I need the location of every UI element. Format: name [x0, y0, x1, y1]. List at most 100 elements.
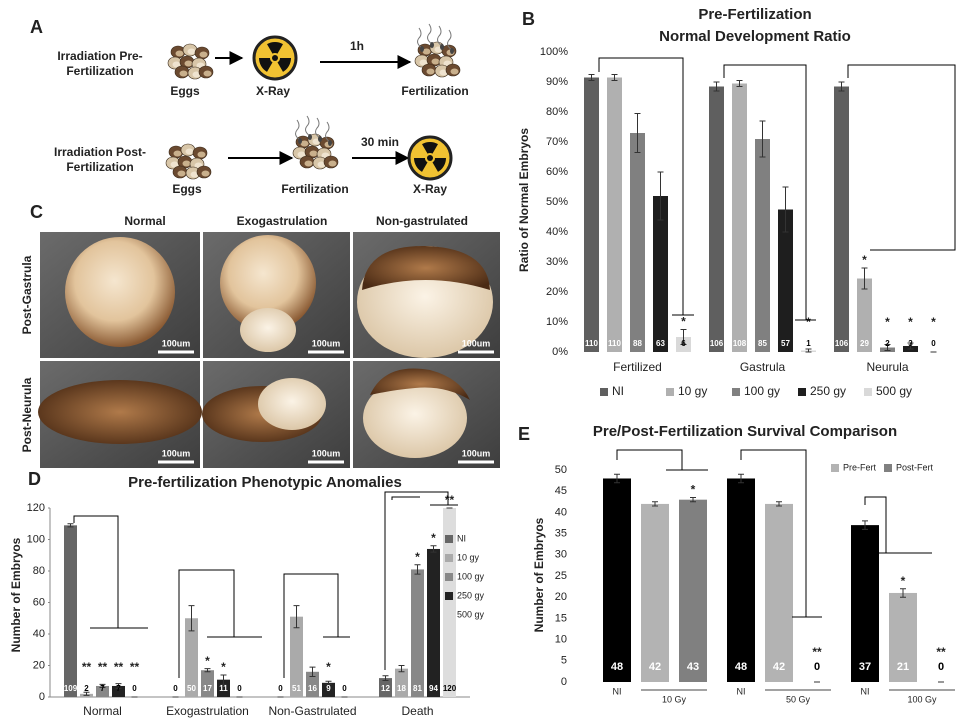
significance: * — [901, 574, 906, 588]
scale-bar-label: 100um — [462, 448, 491, 458]
x-tick-label: Normal — [83, 704, 122, 718]
bar — [64, 525, 77, 697]
bar-label: 0 — [342, 684, 347, 693]
significance: * — [862, 253, 867, 267]
egg-highlight — [197, 151, 206, 158]
bar-label: 51 — [292, 684, 301, 693]
sperm-head — [308, 134, 312, 140]
step-label: Fertilization — [281, 182, 348, 196]
xray-blade — [414, 158, 428, 172]
egg-highlight — [300, 140, 309, 147]
embryo — [38, 380, 202, 444]
bar-label: 42 — [649, 661, 661, 673]
legend-swatch — [445, 573, 453, 581]
bar-label: 110 — [608, 339, 621, 348]
egg-highlight — [419, 59, 428, 66]
scale-bar-label: 100um — [162, 448, 191, 458]
legend-label: 500 gy — [876, 384, 912, 398]
step-label: X-Ray — [413, 182, 447, 196]
significance: ** — [98, 660, 108, 674]
x-tick-label: Gastrula — [740, 360, 786, 374]
significance-bracket — [73, 515, 148, 629]
egg-highlight — [173, 150, 182, 157]
sperm — [305, 115, 311, 137]
embryo — [258, 378, 326, 430]
legend-label: 100 gy — [457, 571, 485, 581]
significance: ** — [812, 645, 822, 659]
error-bar — [680, 329, 687, 345]
sperm — [447, 29, 453, 51]
egg-highlight — [187, 48, 196, 55]
significance: ** — [82, 660, 92, 674]
x-tick-label: 100 Gy — [907, 694, 937, 704]
egg-highlight — [317, 161, 326, 168]
bar — [584, 77, 599, 352]
bar-label: 0 — [132, 684, 137, 693]
error-bar — [805, 348, 812, 353]
bar-label: 16 — [308, 684, 317, 693]
x-tick-label: 10 Gy — [662, 694, 687, 704]
y-tick-label: 100% — [540, 46, 568, 58]
significance-bracket — [384, 491, 458, 670]
legend-label: 10 gy — [457, 552, 480, 562]
egg-highlight — [439, 69, 448, 76]
scale-bar-label: 100um — [312, 338, 341, 348]
egg-highlight — [309, 150, 318, 157]
panel-label: E — [518, 424, 530, 444]
bar-label: 12 — [381, 684, 390, 693]
bar-label: 110 — [585, 339, 598, 348]
y-tick-label: 50% — [546, 196, 568, 208]
bar-label: 0 — [814, 661, 820, 673]
error-bar — [430, 545, 437, 553]
scale-bar-label: 100um — [162, 338, 191, 348]
bar — [834, 86, 849, 352]
legend-label: NI — [457, 533, 466, 543]
sperm-head — [298, 138, 302, 144]
error-bar — [115, 683, 122, 689]
sperm-head — [318, 136, 322, 142]
bar — [889, 592, 917, 682]
egg-highlight — [177, 170, 186, 177]
significance: * — [691, 483, 696, 497]
bar — [653, 196, 668, 352]
significance-bracket — [723, 64, 816, 321]
legend-swatch — [445, 554, 453, 562]
x-tick-label: Exogastrulation — [166, 704, 249, 718]
scale-bar-label: 100um — [312, 448, 341, 458]
bar-label: 6 — [681, 339, 686, 348]
y-tick-label: 80 — [33, 565, 45, 577]
y-axis-label: Number of Embryos — [532, 517, 546, 632]
bar — [755, 139, 770, 352]
error-bar — [884, 344, 891, 351]
embryo — [220, 235, 316, 331]
panel-label: C — [30, 202, 43, 222]
error-bar — [652, 501, 658, 507]
significance: ** — [936, 645, 946, 659]
bar-label: 120 — [443, 684, 457, 693]
y-tick-label: 45 — [555, 485, 567, 497]
legend-swatch — [864, 388, 872, 396]
bar — [201, 670, 214, 697]
legend-swatch — [600, 388, 608, 396]
step-label: Fertilization — [401, 84, 468, 98]
xray-center — [427, 155, 433, 161]
y-tick-label: 40% — [546, 226, 568, 238]
sperm — [437, 25, 443, 47]
egg-highlight — [192, 71, 201, 78]
row-label: Irradiation Post- — [54, 145, 146, 159]
significance: * — [415, 550, 420, 564]
error-bar — [588, 74, 595, 81]
error-bar — [900, 588, 906, 598]
legend-label: 250 gy — [457, 590, 485, 600]
bar — [395, 668, 408, 697]
significance: * — [885, 315, 890, 329]
legend-swatch — [798, 388, 806, 396]
error-bar — [611, 74, 618, 81]
x-tick-label: Death — [401, 704, 433, 718]
egg-highlight — [175, 50, 184, 57]
egg-highlight — [328, 160, 337, 167]
y-tick-label: 0 — [39, 691, 45, 703]
y-tick-label: 60% — [546, 166, 568, 178]
y-tick-label: 80% — [546, 106, 568, 118]
step-label: X-Ray — [256, 84, 290, 98]
